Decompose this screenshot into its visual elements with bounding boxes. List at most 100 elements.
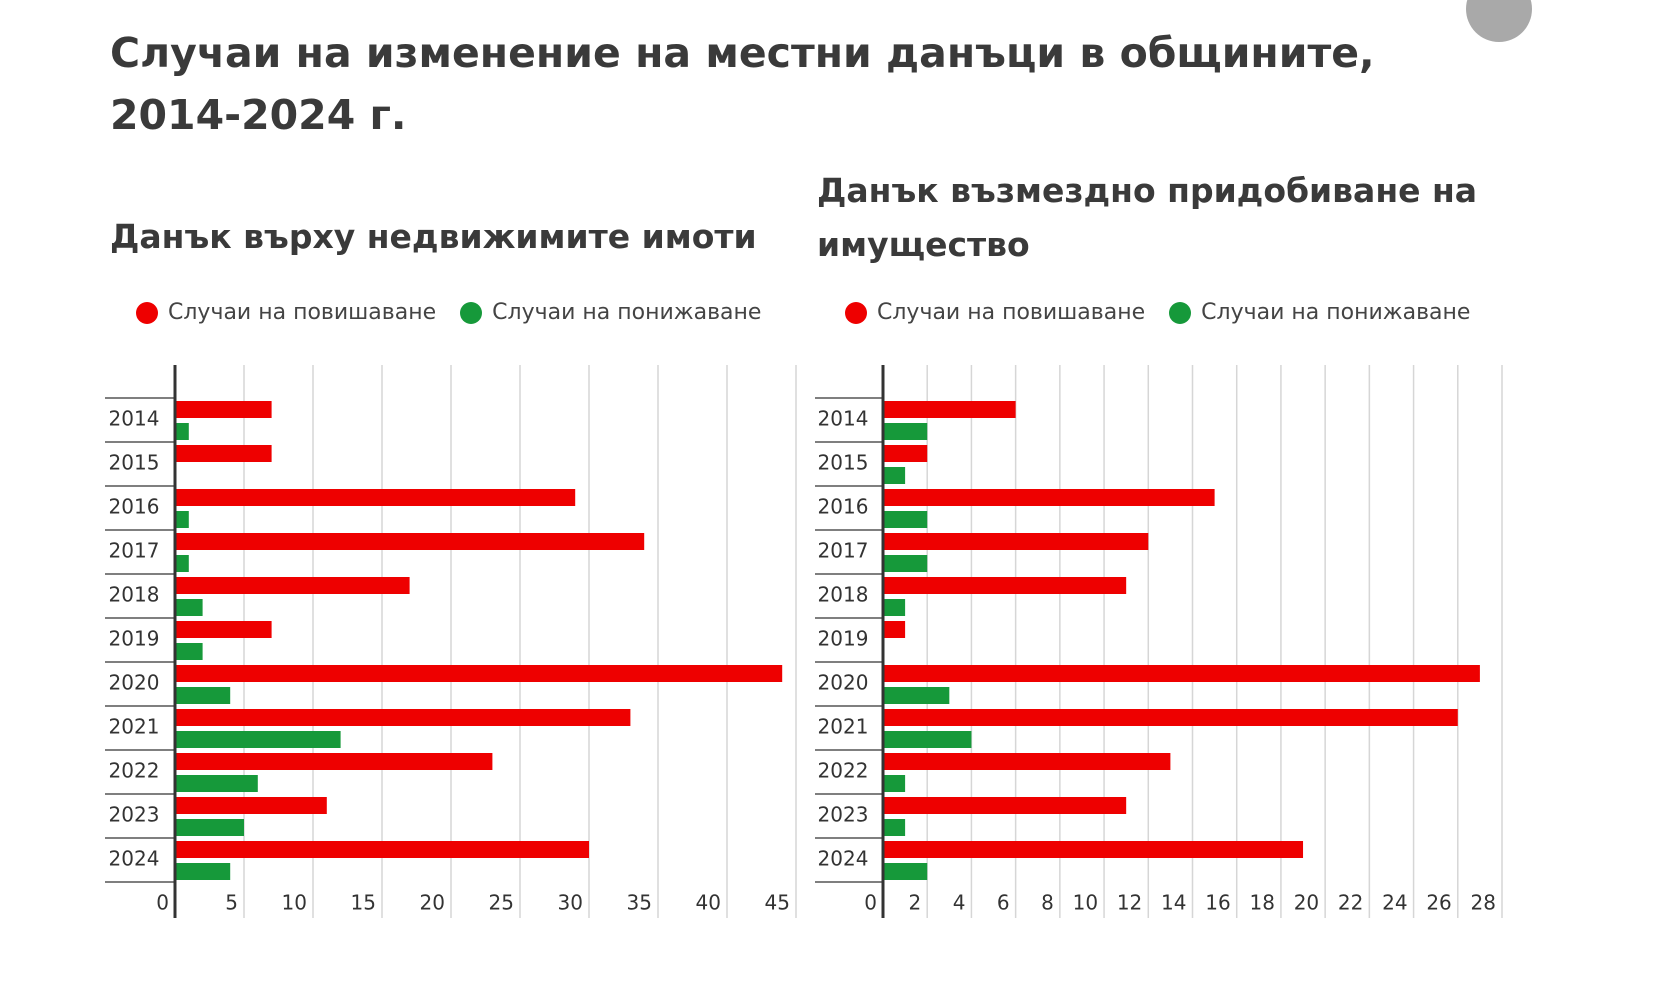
- bar: [175, 665, 783, 682]
- bar: [175, 423, 189, 440]
- bar: [883, 599, 906, 616]
- chart-title: Данък възмездно придобиване на имущество: [817, 171, 1478, 264]
- x-tick-label: 22: [1338, 891, 1363, 915]
- legend-swatch: [1169, 302, 1192, 324]
- bar: [883, 423, 928, 440]
- legend-item: Случаи на повишаване: [845, 300, 1145, 325]
- bar: [175, 533, 645, 550]
- y-tick-label: 2021: [109, 715, 160, 739]
- y-tick-label: 2014: [818, 407, 869, 431]
- bar: [175, 577, 410, 594]
- x-tick-label: 5: [225, 891, 238, 915]
- bar: [175, 511, 189, 528]
- x-tick-label: 10: [1073, 891, 1098, 915]
- x-tick-label: 18: [1249, 891, 1274, 915]
- bar: [175, 643, 203, 660]
- legend-swatch: [460, 302, 483, 324]
- legend-item: Случаи на повишаване: [136, 300, 436, 325]
- y-tick-label: 2020: [818, 671, 869, 695]
- legend: Случаи на повишаване Случаи на понижаван…: [845, 300, 1470, 325]
- x-tick-label: 8: [1041, 891, 1054, 915]
- x-tick-label: 10: [282, 891, 307, 915]
- bar: [883, 797, 1127, 814]
- bar: [883, 687, 950, 704]
- bar: [883, 665, 1480, 682]
- legend-swatch: [136, 302, 158, 324]
- page-title: Случаи на изменение на местни данъци в о…: [110, 29, 1375, 139]
- bar: [883, 489, 1215, 506]
- bar: [175, 445, 272, 462]
- bar: [883, 467, 906, 484]
- bar: [175, 489, 576, 506]
- bar: [883, 731, 972, 748]
- bar: [175, 797, 327, 814]
- bar: [883, 401, 1016, 418]
- y-tick-label: 2015: [109, 451, 160, 475]
- bar: [883, 841, 1304, 858]
- y-tick-label: 2019: [109, 627, 160, 651]
- x-tick-label: 12: [1117, 891, 1142, 915]
- bar: [883, 511, 928, 528]
- bar: [175, 863, 231, 880]
- y-tick-label: 2022: [818, 759, 869, 783]
- legend-label: Случаи на понижаване: [1201, 300, 1471, 325]
- y-tick-label: 2020: [109, 671, 160, 695]
- x-tick-label: 4: [953, 891, 966, 915]
- x-tick-label: 15: [351, 891, 376, 915]
- x-tick-label: 6: [997, 891, 1010, 915]
- x-tick-label: 25: [489, 891, 514, 915]
- x-tick-label: 28: [1471, 891, 1496, 915]
- legend-label: Случаи на понижаване: [492, 300, 762, 325]
- y-tick-label: 2017: [109, 539, 160, 563]
- bar: [175, 731, 341, 748]
- bar: [883, 577, 1127, 594]
- y-tick-label: 2023: [818, 803, 869, 827]
- x-tick-label: 20: [1294, 891, 1319, 915]
- bar: [883, 819, 906, 836]
- y-tick-label: 2021: [818, 715, 869, 739]
- bar: [175, 819, 244, 836]
- x-tick-label: 16: [1205, 891, 1230, 915]
- x-tick-label: 0: [864, 891, 877, 915]
- legend-label: Случаи на повишаване: [877, 300, 1146, 325]
- x-tick-label: 14: [1161, 891, 1186, 915]
- x-tick-label: 35: [627, 891, 652, 915]
- bar: [175, 709, 631, 726]
- bar: [175, 555, 189, 572]
- x-tick-label: 45: [765, 891, 790, 915]
- bar: [883, 555, 928, 572]
- bar: [175, 753, 493, 770]
- x-tick-label: 24: [1382, 891, 1407, 915]
- x-tick-label: 2: [908, 891, 921, 915]
- legend-swatch: [845, 302, 867, 324]
- bar: [175, 401, 272, 418]
- bar: [175, 599, 203, 616]
- bar: [175, 687, 231, 704]
- bar: [883, 709, 1458, 726]
- legend-item: Случаи на понижаване: [1169, 300, 1470, 325]
- bar: [883, 753, 1171, 770]
- legend-item: Случаи на понижаване: [460, 300, 761, 325]
- y-tick-label: 2016: [109, 495, 160, 519]
- y-tick-label: 2019: [818, 627, 869, 651]
- bar: [175, 841, 589, 858]
- bar: [883, 445, 928, 462]
- y-tick-label: 2024: [818, 847, 869, 871]
- y-tick-label: 2018: [109, 583, 160, 607]
- bar: [883, 533, 1149, 550]
- x-tick-label: 20: [420, 891, 445, 915]
- x-tick-label: 0: [156, 891, 169, 915]
- bar: [883, 621, 906, 638]
- bar: [883, 775, 906, 792]
- y-tick-label: 2022: [109, 759, 160, 783]
- x-tick-label: 40: [696, 891, 721, 915]
- legend-label: Случаи на повишаване: [168, 300, 437, 325]
- chart-title: Данък върху недвижимите имоти: [110, 217, 757, 256]
- y-tick-label: 2016: [818, 495, 869, 519]
- legend: Случаи на повишаване Случаи на понижаван…: [136, 300, 761, 325]
- y-tick-label: 2015: [818, 451, 869, 475]
- y-tick-label: 2014: [109, 407, 160, 431]
- bar: [175, 621, 272, 638]
